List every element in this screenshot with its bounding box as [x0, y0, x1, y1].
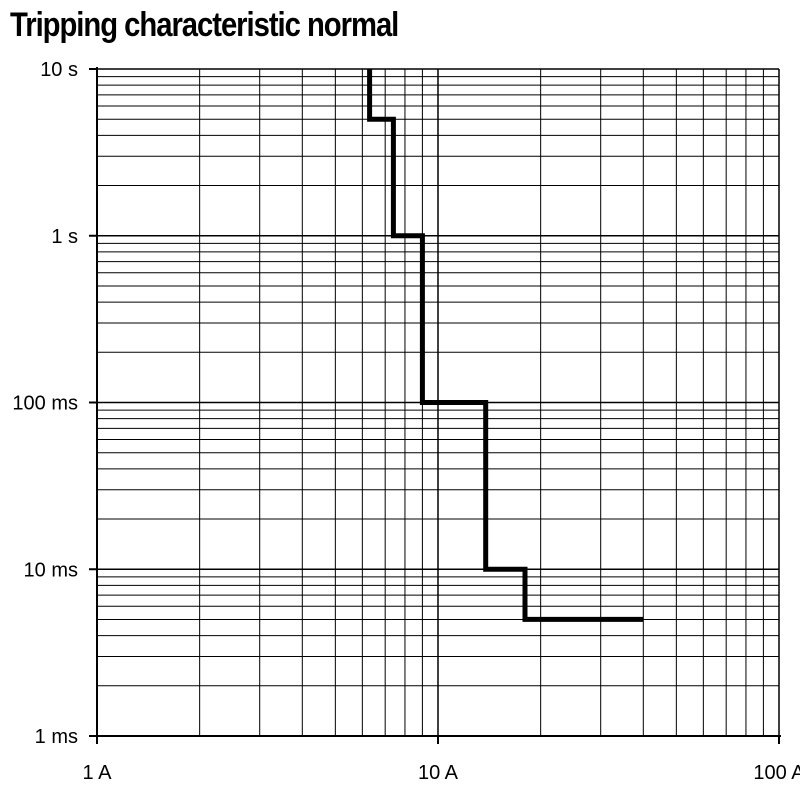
x-tick-label: 10 A	[418, 762, 459, 784]
y-tick-label: 10 ms	[24, 559, 78, 581]
y-tick-label: 1 ms	[35, 726, 78, 748]
tick-labels: 10 s 1 s 100 ms 10 ms 1 ms1 A 10 A 100 A	[12, 59, 800, 784]
axis-ticks	[89, 68, 780, 744]
x-tick-label: 100 A	[753, 762, 800, 784]
tripping-curve-line	[367, 69, 644, 622]
grid	[89, 67, 781, 744]
series-layer	[367, 69, 644, 622]
y-tick-label: 1 s	[51, 226, 78, 248]
x-tick-label: 1 A	[83, 762, 113, 784]
chart-title: Tripping characteristic normal	[10, 6, 399, 44]
y-tick-label: 100 ms	[12, 393, 78, 415]
y-tick-label: 10 s	[40, 59, 78, 81]
